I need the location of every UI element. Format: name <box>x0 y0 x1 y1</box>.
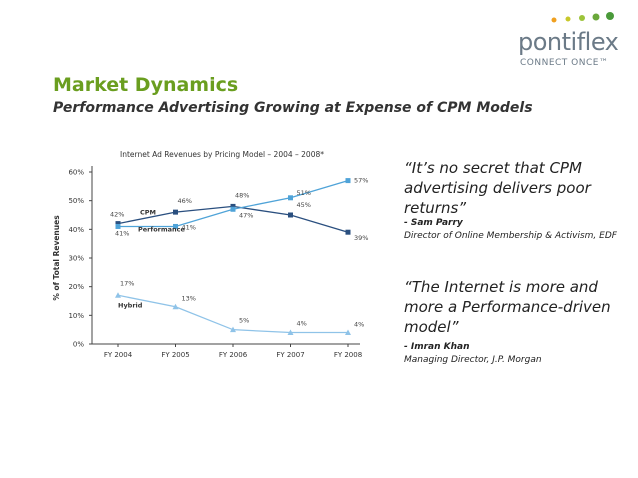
data-label: 4% <box>297 320 307 328</box>
revenue-line-chart: Internet Ad Revenues by Pricing Model – … <box>52 150 368 359</box>
data-label: 13% <box>182 295 196 303</box>
x-tick-label: FY 2007 <box>276 351 304 359</box>
slide-title: Market Dynamics <box>53 74 239 96</box>
data-label: 17% <box>120 279 134 287</box>
data-point <box>173 223 178 229</box>
data-label: 39% <box>354 234 368 242</box>
data-point <box>230 206 236 212</box>
y-tick-label: 10% <box>68 312 84 320</box>
quote-1-author: - Sam Parry <box>404 218 463 228</box>
logo-tagline: CONNECT ONCE™ <box>520 58 609 68</box>
x-tick-label: FY 2008 <box>334 351 362 359</box>
x-tick-label: FY 2006 <box>219 351 248 359</box>
logo-dot <box>579 15 585 21</box>
y-axis-label: % of Total Revenues <box>52 215 61 301</box>
y-tick-label: 40% <box>68 226 84 234</box>
quote-1-text: “It’s no secret that CPM advertising del… <box>404 159 591 217</box>
quote-2-author: - Imran Khan <box>404 342 470 352</box>
y-tick-label: 50% <box>68 197 84 205</box>
data-point <box>345 178 351 184</box>
data-point <box>115 223 121 229</box>
data-label: 41% <box>115 229 129 237</box>
data-label: 57% <box>354 177 368 185</box>
data-label: 4% <box>354 321 364 329</box>
data-point <box>115 221 121 227</box>
data-label: 5% <box>239 317 249 325</box>
slide-subtitle: Performance Advertising Growing at Expen… <box>53 100 533 116</box>
x-tick-label: FY 2005 <box>161 351 189 359</box>
series-name-label: Performance <box>138 225 186 233</box>
data-label: 42% <box>110 211 124 219</box>
logo-name: pontiflex <box>518 28 619 56</box>
series-name-label: Hybrid <box>118 301 143 309</box>
data-point <box>230 326 236 333</box>
logo-dot <box>565 16 571 22</box>
data-label: 47% <box>239 211 253 219</box>
data-label: 46% <box>178 197 192 205</box>
chart-title: Internet Ad Revenues by Pricing Model – … <box>120 150 324 159</box>
logo-dot <box>551 17 557 23</box>
quote-2-role: Managing Director, J.P. Morgan <box>404 355 542 365</box>
data-label: 45% <box>297 201 311 209</box>
y-tick-label: 30% <box>68 255 84 263</box>
quote-1-role: Director of Online Membership & Activism… <box>404 231 617 241</box>
data-point <box>345 329 351 336</box>
quote-2-text: “The Internet is more and more a Perform… <box>404 278 611 336</box>
logo-dot <box>606 12 614 20</box>
data-point <box>172 303 179 310</box>
logo-dot <box>592 13 600 21</box>
series-line-performance <box>118 179 349 228</box>
data-point <box>115 292 121 298</box>
data-point <box>345 229 351 235</box>
logo-dots-icon <box>551 12 614 23</box>
data-label: 51% <box>297 189 311 197</box>
x-tick-label: FY 2004 <box>104 351 133 359</box>
data-point <box>288 212 293 218</box>
y-tick-label: 20% <box>68 283 84 291</box>
data-label: 48% <box>235 191 249 199</box>
y-tick-label: 0% <box>73 341 84 349</box>
pontiflex-logo: pontiflex CONNECT ONCE™ <box>514 8 624 74</box>
data-label: 41% <box>182 223 196 231</box>
data-point <box>287 329 294 336</box>
data-point <box>288 195 293 201</box>
data-point <box>230 203 236 209</box>
series-name-label: CPM <box>140 209 156 217</box>
y-tick-label: 60% <box>68 169 84 177</box>
data-point <box>173 209 178 215</box>
